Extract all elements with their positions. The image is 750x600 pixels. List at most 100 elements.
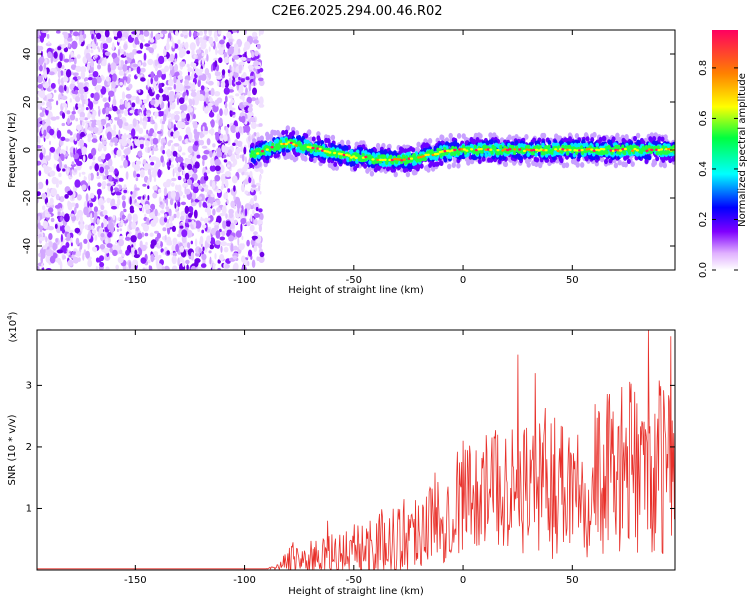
spectrogram-noise-blob (209, 150, 213, 158)
spectrogram-noise-blob (193, 54, 197, 59)
spectrogram-noise-blob (104, 102, 110, 109)
spectrogram-noise-blob (131, 31, 138, 35)
spectrogram-band-cell (630, 161, 635, 168)
spectrogram-noise-blob (88, 126, 94, 131)
spectrogram-noise-blob (180, 201, 186, 206)
spectrogram-noise-blob (72, 72, 79, 76)
spectrogram-noise-blob (210, 157, 215, 166)
spectrogram-noise-blob (73, 57, 77, 65)
spectrogram-noise-blob (162, 227, 167, 232)
spectrogram-noise-blob (121, 214, 126, 220)
spectrogram-noise-blob (176, 210, 180, 219)
spectrogram-noise-blob (226, 199, 229, 205)
spectrogram-noise-blob (71, 169, 74, 174)
spectrogram-noise-blob (93, 211, 98, 220)
spectrogram-band-cell (490, 150, 494, 155)
spectrogram-noise-blob (260, 30, 264, 35)
spectrogram-noise-blob (107, 231, 112, 238)
spectrogram-band-cell (287, 144, 292, 149)
spectrogram-noise-blob (49, 170, 56, 177)
spectrogram-band-cell (405, 171, 411, 178)
spectrogram-noise-blob (172, 265, 178, 270)
spectrogram-band-cell (559, 158, 564, 164)
spectrogram-noise-blob (220, 81, 226, 88)
spectrogram-noise-blob (224, 179, 229, 188)
spectrogram-noise-blob (37, 45, 40, 54)
spectrogram-noise-blob (227, 164, 230, 168)
spectrogram-noise-blob (253, 245, 258, 252)
spectrogram-noise-blob (114, 142, 118, 146)
spectrogram-noise-blob (155, 33, 161, 41)
spectrogram-noise-blob (178, 158, 184, 162)
spectrogram-noise-blob (161, 94, 168, 102)
spectrogram-noise-blob (172, 150, 178, 157)
spectrogram-noise-blob (123, 51, 126, 57)
spectrogram-noise-blob (258, 103, 265, 108)
spectrogram-noise-blob (223, 246, 229, 253)
spectrogram-noise-blob (187, 145, 194, 154)
spectrogram-noise-blob (47, 98, 54, 102)
spectrogram-band-cell (613, 162, 619, 169)
spectrogram-noise-blob (181, 152, 186, 156)
spectrogram-noise-blob (216, 150, 223, 158)
spectrogram-noise-blob (258, 77, 264, 82)
spectrogram-noise-blob (194, 238, 198, 247)
spectrogram-band-cell (284, 129, 289, 135)
spectrogram-noise-blob (201, 154, 208, 161)
spectrogram-noise-blob (100, 204, 105, 211)
spectrogram-noise-blob (43, 58, 48, 64)
spectrogram-noise-blob (229, 109, 233, 118)
spectrogram-noise-blob (150, 77, 153, 85)
spectrogram-noise-blob (184, 95, 189, 101)
spectrogram-noise-blob (131, 102, 136, 108)
spectrogram-noise-blob (87, 259, 93, 268)
spectrogram-noise-blob (95, 42, 99, 47)
spectrogram-noise-blob (156, 130, 162, 135)
spectrogram-noise-blob (150, 31, 153, 39)
spectrogram-noise-blob (37, 215, 41, 224)
spectrogram-noise-blob (117, 195, 120, 199)
spectrogram-noise-blob (179, 245, 185, 253)
spectrogram-noise-blob (179, 83, 184, 93)
spectrogram-noise-blob (103, 218, 108, 228)
spectrogram-noise-blob (47, 41, 51, 45)
spectrogram-noise-blob (48, 71, 55, 76)
spectrogram-band-cell (411, 147, 416, 153)
spectrogram-noise-blob (76, 194, 82, 201)
spectrogram-noise-blob (67, 37, 73, 42)
spectrogram-noise-blob (140, 257, 147, 264)
spectrogram-noise-blob (111, 81, 116, 89)
spectrogram-noise-blob (178, 229, 183, 235)
spectrogram-noise-blob (98, 109, 101, 117)
spectrogram-noise-blob (101, 222, 104, 229)
spectrogram-noise-blob (231, 219, 235, 223)
spectrogram-noise-blob (250, 121, 257, 129)
spectrogram-noise-blob (134, 187, 140, 191)
spectrogram-noise-blob (185, 259, 190, 265)
spectrogram-noise-blob (153, 177, 157, 182)
spectrogram-noise-blob (108, 90, 115, 97)
spectrogram-noise-blob (184, 79, 190, 86)
spectrogram-noise-blob (248, 83, 252, 92)
spectrogram-noise-blob (203, 172, 208, 177)
spectrogram-noise-blob (102, 97, 107, 102)
spectrogram-band-cell (427, 138, 433, 144)
spectrogram-noise-blob (162, 251, 166, 255)
spectrogram-noise-blob (71, 193, 75, 200)
spectrogram-noise-blob (195, 49, 202, 54)
spectrogram-noise-blob (227, 149, 233, 157)
spectrogram-noise-blob (157, 188, 162, 194)
spectrogram-noise-blob (53, 89, 57, 93)
spectrogram-noise-blob (171, 255, 177, 265)
spectrogram-noise-blob (208, 111, 215, 118)
spectrogram-band-cell (602, 136, 607, 142)
spectrogram-noise-blob (190, 61, 194, 67)
spectrogram-noise-blob (168, 159, 172, 166)
spectrogram-noise-blob (244, 190, 249, 195)
spectrogram-noise-blob (91, 225, 94, 230)
spectrogram-noise-blob (203, 150, 210, 155)
spectrogram-noise-blob (228, 235, 235, 242)
spectrogram-noise-blob (233, 245, 238, 251)
spectrogram-noise-blob (200, 85, 205, 91)
